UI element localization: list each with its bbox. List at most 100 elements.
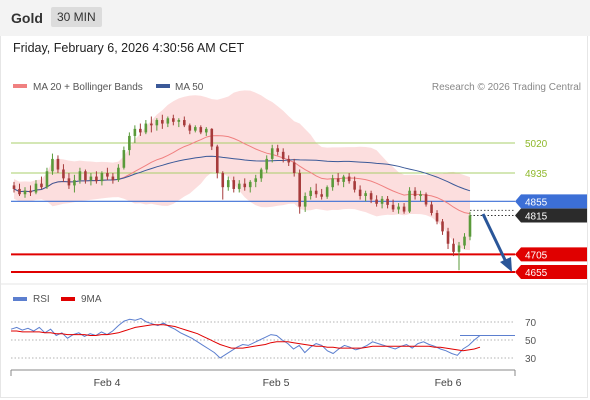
candle bbox=[276, 144, 280, 156]
candle-body bbox=[117, 167, 120, 181]
candle bbox=[73, 174, 76, 193]
candle-body bbox=[457, 245, 461, 252]
candle-body bbox=[391, 204, 395, 210]
candle bbox=[281, 148, 285, 163]
candle bbox=[166, 116, 170, 128]
x-tick-label: Feb 4 bbox=[94, 377, 121, 389]
ma50-legend-label: MA 50 bbox=[175, 82, 204, 93]
candle-body bbox=[100, 173, 104, 182]
candle-body bbox=[215, 146, 219, 174]
candle bbox=[161, 114, 164, 129]
candle-body bbox=[298, 173, 301, 207]
candle bbox=[51, 153, 54, 175]
candle-body bbox=[424, 194, 428, 205]
candle-body bbox=[139, 128, 142, 133]
candle-body bbox=[89, 176, 93, 181]
candle-body bbox=[441, 221, 444, 232]
instrument-title: Gold bbox=[11, 10, 43, 26]
rsi-tick-label: 70 bbox=[525, 318, 537, 329]
candle-body bbox=[303, 196, 307, 207]
level-tags: 5020 4935 4855 4815 4705 4655 bbox=[515, 139, 587, 279]
candle bbox=[364, 190, 367, 202]
candle-body bbox=[408, 190, 411, 212]
candle-body bbox=[369, 193, 373, 200]
candle bbox=[150, 116, 153, 133]
candle-body bbox=[468, 215, 472, 237]
candle-body bbox=[62, 169, 65, 179]
candle-body bbox=[463, 236, 466, 246]
candle-body bbox=[265, 158, 269, 170]
forecast-arrow bbox=[481, 213, 512, 272]
forecast-arrow-head bbox=[500, 257, 512, 272]
candle-body bbox=[243, 183, 247, 188]
candle-body bbox=[23, 190, 27, 195]
candle bbox=[358, 185, 362, 200]
candle bbox=[325, 185, 329, 199]
candle bbox=[386, 196, 389, 209]
pivot-tag bbox=[515, 194, 587, 209]
credit-text: Research © 2026 Trading Central bbox=[432, 82, 581, 93]
candle-body bbox=[259, 169, 263, 179]
candle bbox=[369, 190, 373, 204]
candle bbox=[446, 227, 450, 250]
candle-body bbox=[210, 128, 214, 147]
candle bbox=[12, 181, 16, 193]
candle bbox=[67, 173, 71, 189]
candle bbox=[259, 167, 263, 182]
candle-body bbox=[325, 187, 329, 197]
candle bbox=[342, 174, 345, 188]
candle-body bbox=[122, 150, 126, 168]
candle bbox=[221, 171, 225, 200]
candle bbox=[402, 203, 406, 214]
candle-body bbox=[353, 181, 356, 190]
candle bbox=[353, 176, 356, 193]
current-price-tag bbox=[515, 208, 587, 223]
candle-body bbox=[221, 173, 225, 188]
candle bbox=[111, 173, 115, 184]
rsi-legend-label: RSI bbox=[33, 294, 50, 305]
candle bbox=[34, 180, 38, 195]
candle bbox=[40, 176, 43, 189]
candle bbox=[397, 203, 400, 214]
candle bbox=[452, 238, 455, 257]
candle-body bbox=[452, 243, 455, 252]
candle bbox=[100, 171, 104, 186]
candle bbox=[23, 187, 27, 198]
rsi-ma-legend-swatch bbox=[61, 297, 75, 301]
candle bbox=[336, 173, 340, 186]
candle bbox=[188, 123, 192, 135]
candle bbox=[18, 183, 21, 197]
candle-body bbox=[292, 162, 296, 174]
candle bbox=[56, 155, 60, 174]
candle bbox=[144, 120, 148, 135]
candle bbox=[248, 180, 252, 193]
resistance-label: 5020 bbox=[525, 139, 548, 150]
pivot-label: 4855 bbox=[525, 197, 548, 208]
candle bbox=[270, 144, 274, 163]
candle bbox=[380, 196, 384, 209]
rsi-ma-legend-label: 9MA bbox=[81, 294, 102, 305]
candle-body bbox=[435, 212, 439, 222]
candle-body bbox=[380, 198, 384, 204]
candle bbox=[435, 210, 439, 225]
candle bbox=[237, 180, 241, 193]
candle bbox=[215, 144, 219, 179]
candle bbox=[204, 127, 208, 136]
timeframe-badge[interactable]: 30 MIN bbox=[51, 7, 102, 27]
candle-body bbox=[40, 183, 43, 188]
current-price-label: 4815 bbox=[525, 211, 548, 222]
candle bbox=[430, 201, 433, 216]
candle bbox=[29, 185, 32, 197]
candle-body bbox=[199, 127, 203, 133]
candle-body bbox=[347, 176, 351, 182]
bollinger-band-area bbox=[14, 90, 470, 251]
support-tag bbox=[515, 265, 587, 279]
candle bbox=[177, 118, 181, 128]
rsi-line bbox=[10, 317, 481, 359]
candle-body bbox=[419, 194, 422, 197]
candle-body bbox=[314, 190, 318, 195]
candle-body bbox=[331, 178, 334, 188]
candle-body bbox=[111, 176, 115, 181]
rsi-pane: 70 50 30 bbox=[10, 317, 537, 365]
candle bbox=[457, 241, 461, 271]
